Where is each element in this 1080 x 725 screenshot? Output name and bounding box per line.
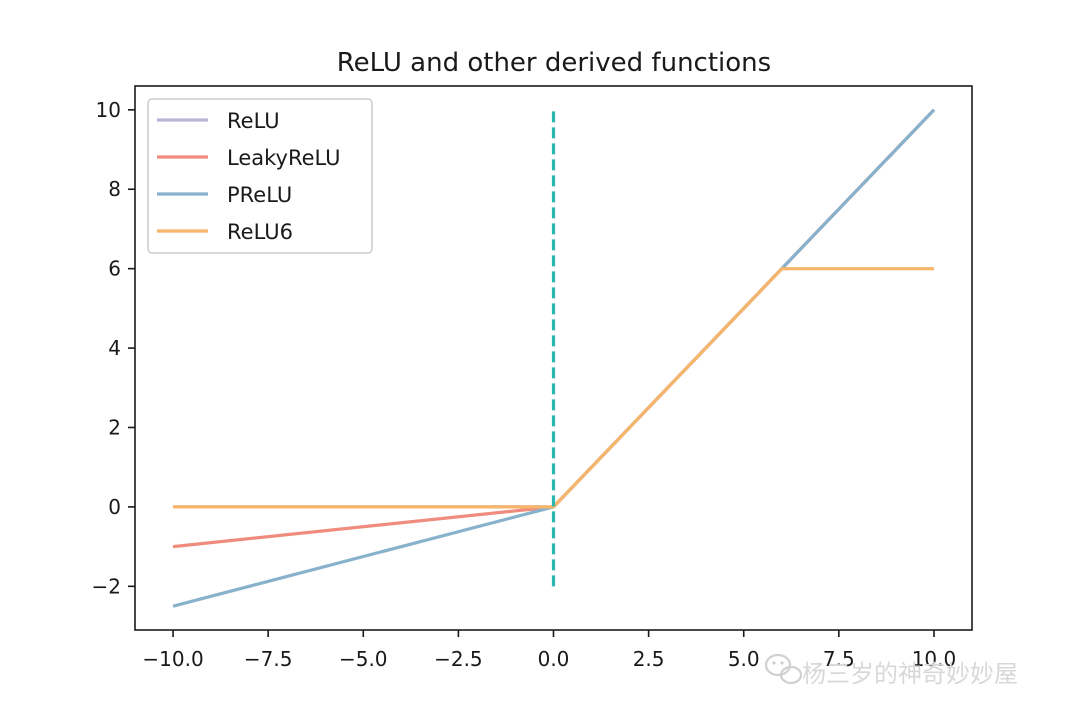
x-tick-label: 0.0: [538, 647, 570, 671]
x-tick-label: −5.0: [339, 647, 388, 671]
legend-label-relu: ReLU: [227, 109, 280, 133]
y-tick-label: 4: [108, 336, 121, 360]
x-tick-label: 7.5: [823, 647, 855, 671]
wechat-icon: [764, 653, 803, 685]
legend-label-prelu: PReLU: [227, 183, 292, 207]
x-tick-label: 5.0: [728, 647, 760, 671]
chart-title: ReLU and other derived functions: [337, 48, 771, 78]
plot-area: [172, 108, 936, 608]
y-tick-label: 0: [108, 495, 121, 519]
x-tick-label: −2.5: [434, 647, 483, 671]
y-tick-label: −2: [92, 574, 121, 598]
y-tick-label: 2: [108, 415, 121, 439]
legend-label-relu6: ReLU6: [227, 220, 293, 244]
legend: ReLU LeakyReLU PReLU ReLU6: [147, 98, 373, 254]
x-tick-label: −7.5: [244, 647, 293, 671]
watermark-text: 杨三岁的神奇妙妙屋: [802, 660, 1018, 688]
legend-label-leakyrelu: LeakyReLU: [227, 146, 341, 170]
x-tick-label: 10.0: [912, 647, 957, 671]
series-line-relu6: [173, 267, 934, 509]
y-tick-label: 8: [108, 177, 121, 201]
y-tick-label: 6: [108, 257, 121, 281]
x-tick-label: 2.5: [633, 647, 665, 671]
x-tick-label: −10.0: [142, 647, 203, 671]
y-tick-label: 10: [96, 98, 121, 122]
legend-box: [147, 98, 373, 254]
axes: −10.0 −7.5 −5.0 −2.5 0.0 2.5 5.0 7.5 10.0 −2 0 2 4 6 8…: [92, 85, 973, 671]
watermark: 杨三岁的神奇妙妙屋: [764, 653, 1018, 688]
